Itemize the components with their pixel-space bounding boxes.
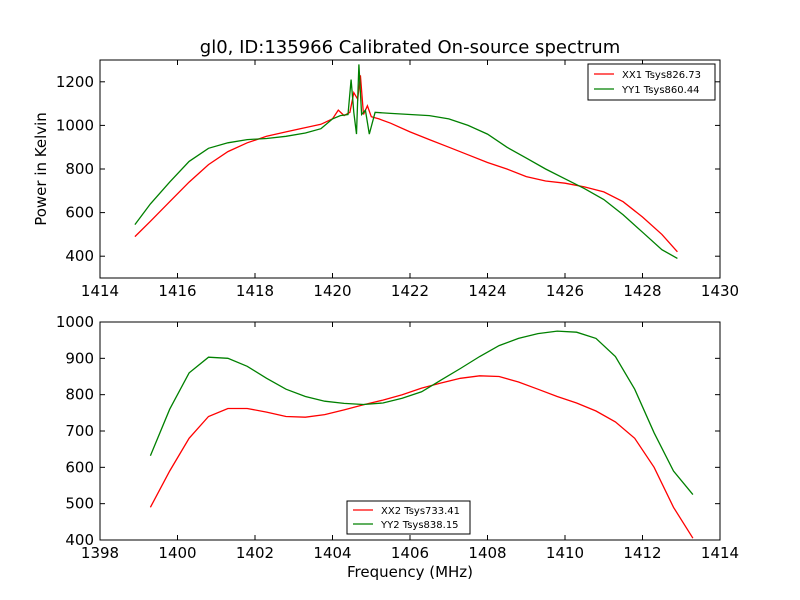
chart1-frame <box>99 59 721 279</box>
chart1-title: gl0, ID:135966 Calibrated On-source spec… <box>200 37 620 58</box>
chart1-xtick-label: 1424 <box>468 282 506 300</box>
chart2-xtick-label: 1400 <box>158 544 196 562</box>
chart2-legend-box <box>346 500 471 535</box>
chart2-xtick-label: 1402 <box>236 544 274 562</box>
chart1-xtick-label: 1430 <box>701 282 739 300</box>
chart2-ytick-label: 500 <box>65 495 94 513</box>
chart2-xtick-label: 1410 <box>546 544 584 562</box>
chart2-xtick-label: 1406 <box>391 544 429 562</box>
legend-label-yy2: YY2 Tsys838.15 <box>380 520 459 531</box>
chart2-xtick-label: 1414 <box>701 544 739 562</box>
chart1-ytick-label: 600 <box>65 204 94 222</box>
chart1-legend-box <box>587 63 716 101</box>
chart1-xtick-label: 1420 <box>313 282 351 300</box>
chart2-ticks: 1398 1400 1402 1404 1406 1408 1410 1412 1414 400 5… <box>56 313 739 562</box>
chart1-xtick-label: 1416 <box>158 282 196 300</box>
chart2-legend: XX2 Tsys733.41 YY2 Tsys838.15 <box>346 500 471 535</box>
legend-label-xx2: XX2 Tsys733.41 <box>381 506 460 517</box>
chart1-ticks: 1414 1416 1418 1420 1422 1424 1426 1428 1430 400 6… <box>56 60 739 300</box>
chart2-ytick-label: 1000 <box>56 313 94 331</box>
chart2-plot-area <box>149 330 694 539</box>
chart2-ytick-label: 700 <box>65 422 94 440</box>
chart2-frame <box>99 321 721 541</box>
chart1-ytick-label: 1200 <box>56 73 94 91</box>
chart1-plot-area <box>134 64 678 259</box>
chart1-legend: XX1 Tsys826.73 YY1 Tsys860.44 <box>587 63 716 101</box>
chart2-ytick-label: 400 <box>65 531 94 549</box>
legend-label-yy1: YY1 Tsys860.44 <box>621 85 700 96</box>
chart1-xtick-label: 1428 <box>623 282 661 300</box>
chart1-ytick-label: 400 <box>65 247 94 265</box>
chart2-series-0-line <box>149 375 694 539</box>
chart2-xtick-label: 1398 <box>81 544 119 562</box>
chart1-xtick-label: 1422 <box>391 282 429 300</box>
legend-label-xx1: XX1 Tsys826.73 <box>622 70 701 81</box>
chart2-xtick-label: 1404 <box>313 544 351 562</box>
chart2-ytick-label: 800 <box>65 386 94 404</box>
chart2-xtick-label: 1408 <box>468 544 506 562</box>
chart2-ytick-label: 600 <box>65 458 94 476</box>
chart2-xlabel: Frequency (MHz) <box>347 563 473 581</box>
chart1-ytick-label: 1000 <box>56 116 94 134</box>
chart1-xtick-label: 1426 <box>546 282 584 300</box>
chart2-ytick-label: 900 <box>65 349 94 367</box>
chart1-ylabel: Power in Kelvin <box>32 112 50 226</box>
chart2-xtick-label: 1412 <box>623 544 661 562</box>
chart1-xtick-label: 1418 <box>236 282 274 300</box>
chart1-xtick-label: 1414 <box>81 282 119 300</box>
chart2-series-1-line <box>149 330 694 496</box>
chart1-series-1-line <box>134 64 678 259</box>
chart1-ytick-label: 800 <box>65 160 94 178</box>
